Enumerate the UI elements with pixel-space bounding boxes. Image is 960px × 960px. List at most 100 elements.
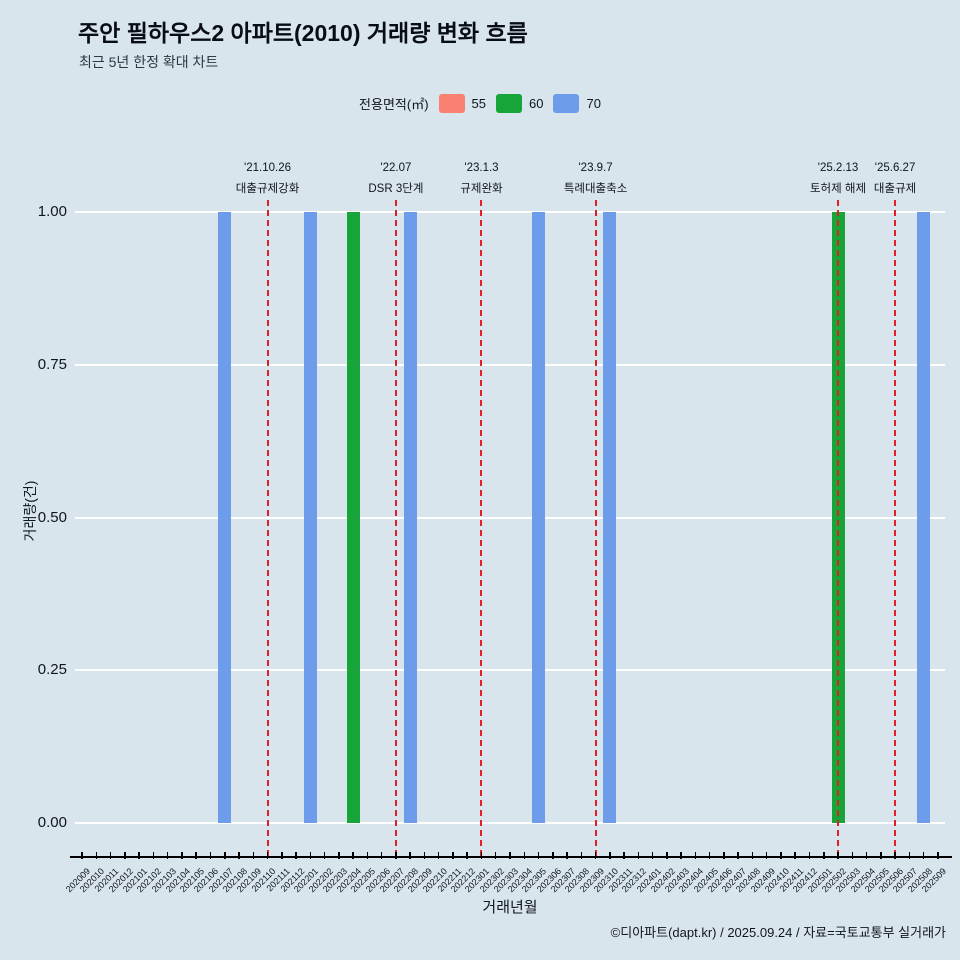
legend-swatch-55: [438, 94, 465, 113]
gridline-1.00: [75, 211, 945, 213]
event-date: '25.2.13: [817, 162, 859, 174]
legend-swatch-70: [553, 94, 580, 113]
x-axis-tick: [552, 852, 554, 859]
legend: 전용면적(㎡) 55 60 70: [0, 94, 960, 113]
x-axis-tick: [922, 852, 925, 859]
x-axis-tick: [666, 852, 668, 859]
x-axis-tick: [537, 852, 540, 859]
x-axis-tick: [238, 852, 240, 859]
x-axis-tick: [580, 852, 583, 859]
x-axis-tick: [723, 852, 725, 859]
x-axis-tick: [166, 852, 169, 859]
x-axis-tick: [195, 852, 197, 859]
x-axis-tick: [680, 852, 682, 859]
x-axis-tick: [152, 852, 155, 859]
x-axis-tick: [865, 852, 868, 859]
legend-item-60: 60: [496, 94, 543, 113]
x-axis-tick: [509, 852, 511, 859]
x-axis-tick: [380, 852, 383, 859]
x-axis-tick: [880, 852, 882, 859]
x-axis-tick: [794, 852, 796, 859]
y-axis-tick-label: 0.50: [37, 508, 67, 526]
x-axis-tick: [651, 852, 654, 859]
legend-title: 전용면적(㎡): [359, 97, 429, 112]
x-axis-tick: [409, 852, 411, 859]
bar-202305-area70: [532, 212, 546, 823]
x-axis-tick: [224, 852, 226, 859]
event-date: '23.1.3: [464, 162, 499, 174]
gridline-0.75: [75, 363, 945, 366]
y-axis-tick-label: 1.00: [37, 203, 67, 220]
event-date: '25.6.27: [874, 162, 916, 174]
page-title: 주안 필하우스2 아파트(2010) 거래량 변화 흐름: [78, 20, 528, 46]
x-axis-tick: [281, 852, 283, 859]
event-label: 대출규제강화: [235, 183, 300, 195]
event-line-202207: [394, 200, 397, 856]
x-axis-tick: [609, 852, 611, 859]
legend-item-label: 70: [586, 96, 601, 111]
x-axis-tick: [338, 852, 340, 859]
event-date: '23.9.7: [578, 162, 613, 174]
x-axis-tick: [780, 852, 782, 859]
x-axis-tick: [480, 852, 483, 859]
page-subtitle: 최근 5년 한정 확대 차트: [79, 54, 219, 70]
x-axis-tick: [494, 852, 497, 859]
x-axis-tick: [452, 852, 454, 859]
legend-swatch-60: [496, 94, 523, 113]
x-axis-tick: [937, 852, 939, 859]
x-axis-tick: [266, 852, 269, 859]
x-axis-tick: [708, 852, 711, 859]
x-axis-tick: [694, 852, 697, 859]
event-line-202110: [266, 200, 269, 856]
gridline-0.25: [75, 669, 945, 672]
legend-items: 55 60 70: [438, 94, 601, 113]
y-axis-tick-label: 0.25: [37, 661, 67, 679]
x-axis-tick: [765, 852, 768, 859]
event-label: DSR 3단계: [368, 183, 424, 195]
x-axis-tick: [751, 852, 754, 859]
x-axis-tick: [908, 852, 911, 859]
x-axis-tick: [138, 852, 140, 859]
x-axis-tick: [352, 852, 354, 859]
x-axis-tick: [395, 852, 397, 859]
x-axis-tick: [252, 852, 255, 859]
y-axis-tick-label: 0.75: [37, 355, 67, 373]
x-axis-tick: [623, 852, 625, 859]
legend-item-label: 60: [529, 96, 544, 111]
gridline-0.00: [75, 822, 945, 824]
x-axis-tick: [808, 852, 811, 859]
x-axis-tick: [437, 852, 440, 859]
gridline-0.50: [75, 516, 945, 519]
x-axis-tick: [637, 852, 640, 859]
x-axis-tick: [837, 852, 839, 859]
x-axis-tick: [737, 852, 739, 859]
x-axis-tick: [323, 852, 326, 859]
x-axis-tick: [823, 852, 825, 859]
x-axis-tick: [466, 852, 468, 859]
x-axis-line: [70, 856, 952, 858]
legend-item-55: 55: [438, 94, 487, 113]
x-axis-tick: [295, 852, 297, 859]
bar-202508-area70: [917, 212, 931, 823]
event-label: 규제완화: [460, 183, 503, 195]
legend-item-label: 55: [471, 96, 487, 111]
x-axis-tick: [81, 852, 83, 859]
bar-202107-area70: [218, 212, 232, 823]
x-axis-tick: [594, 852, 597, 859]
bar-202310-area70: [603, 212, 617, 823]
legend-item-70: 70: [553, 94, 601, 113]
event-label: 특례대출축소: [563, 183, 628, 195]
event-line-202502: [837, 200, 840, 856]
y-axis-tick-label: 0.00: [37, 814, 67, 831]
x-axis-tick: [95, 852, 98, 859]
event-label: 대출규제: [873, 183, 917, 195]
event-date: '21.10.26: [244, 162, 292, 174]
x-axis-tick: [309, 852, 312, 859]
bar-202201-area70: [303, 212, 317, 823]
x-axis-title: 거래년월: [482, 899, 538, 916]
x-axis-tick: [209, 852, 212, 859]
x-axis-tick: [181, 852, 183, 859]
x-axis-tick: [523, 852, 525, 859]
x-axis-tick: [894, 852, 896, 859]
